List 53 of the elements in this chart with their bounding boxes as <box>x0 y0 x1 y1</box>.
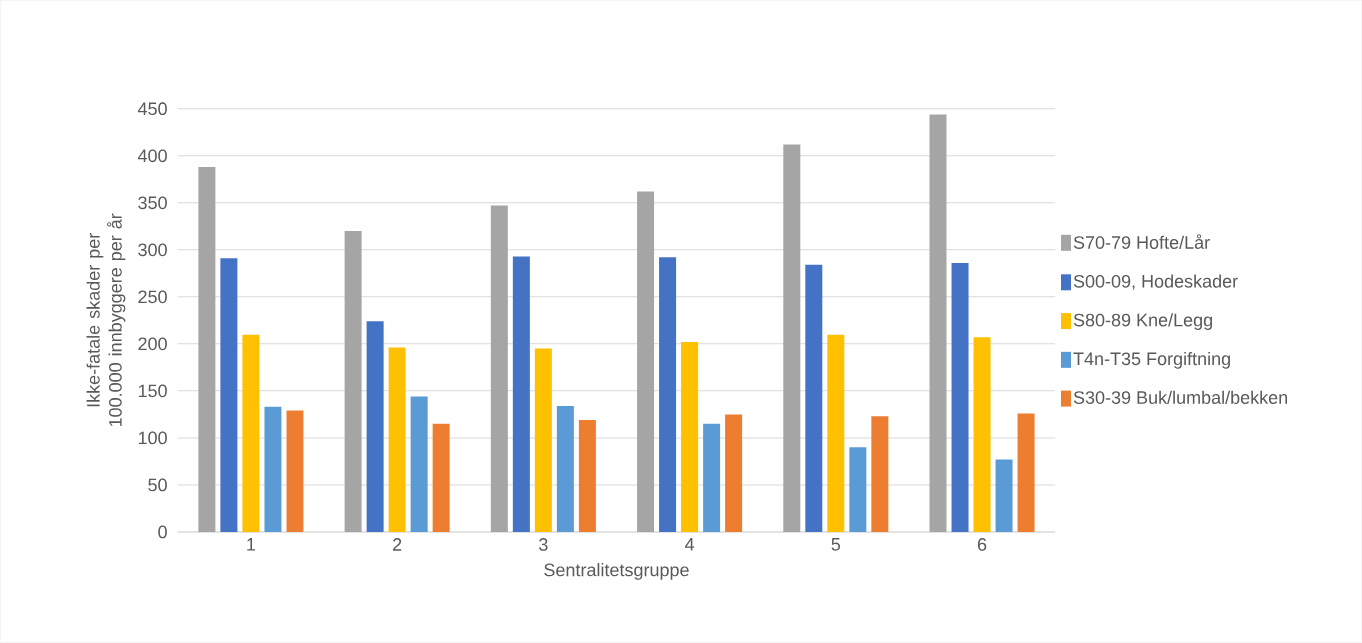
bar <box>198 167 216 533</box>
bar <box>681 342 699 533</box>
x-tick-label: 2 <box>393 538 402 551</box>
y-tick-label: 0 <box>158 525 167 539</box>
bar <box>929 114 947 533</box>
bar <box>344 231 362 533</box>
x-tick-label: 3 <box>539 538 548 552</box>
bar <box>849 447 867 533</box>
bar <box>871 416 889 533</box>
bar <box>490 205 508 533</box>
bar <box>286 410 304 533</box>
legend-label: S00-09, Hodeskader <box>1073 274 1238 290</box>
x-tick-label: 4 <box>684 538 695 551</box>
x-tick-label: 5 <box>831 538 841 551</box>
bar <box>556 406 574 533</box>
bar <box>264 407 282 533</box>
y-tick-label: 400 <box>137 149 167 163</box>
x-tick-label: 1 <box>247 538 256 551</box>
y-tick-label: 200 <box>138 337 167 351</box>
x-tick-label: 6 <box>977 538 987 552</box>
bar <box>703 423 721 533</box>
x-axis-title: Sentralitetsgruppe <box>544 563 689 581</box>
y-tick-label: 50 <box>148 478 167 492</box>
legend-label: S30-39 Buk/lumbal/bekken <box>1073 390 1288 405</box>
bar <box>951 263 969 533</box>
bar <box>410 396 428 533</box>
bar <box>725 414 743 533</box>
bar <box>242 334 260 533</box>
bar <box>534 348 552 533</box>
y-tick-label: 150 <box>138 384 167 398</box>
y-tick-label: 100 <box>138 431 167 445</box>
y-tick-label: 450 <box>137 102 167 116</box>
bar <box>366 321 384 533</box>
y-tick-label: 350 <box>138 196 167 210</box>
bar <box>220 258 238 533</box>
legend-label: S70-79 Hofte/Lår <box>1073 234 1210 250</box>
bar <box>432 423 450 533</box>
bar <box>827 334 845 533</box>
bar <box>659 257 677 533</box>
bar <box>512 256 530 533</box>
legend-label: T4n-T35 Forgiftning <box>1073 352 1230 369</box>
y-axis-title: Ikke-fatale skader per 100.000 innbyggere per år <box>86 213 126 427</box>
legend-label: S80-89 Kne/Legg <box>1073 313 1212 331</box>
bar <box>973 337 991 533</box>
bar <box>805 265 823 533</box>
bar <box>783 144 801 533</box>
bar <box>578 420 596 533</box>
y-tick-label: 250 <box>138 290 167 304</box>
bar <box>995 459 1013 533</box>
bar <box>637 191 655 533</box>
bar <box>388 347 406 533</box>
y-tick-label: 300 <box>138 243 167 257</box>
bar <box>1017 413 1035 533</box>
